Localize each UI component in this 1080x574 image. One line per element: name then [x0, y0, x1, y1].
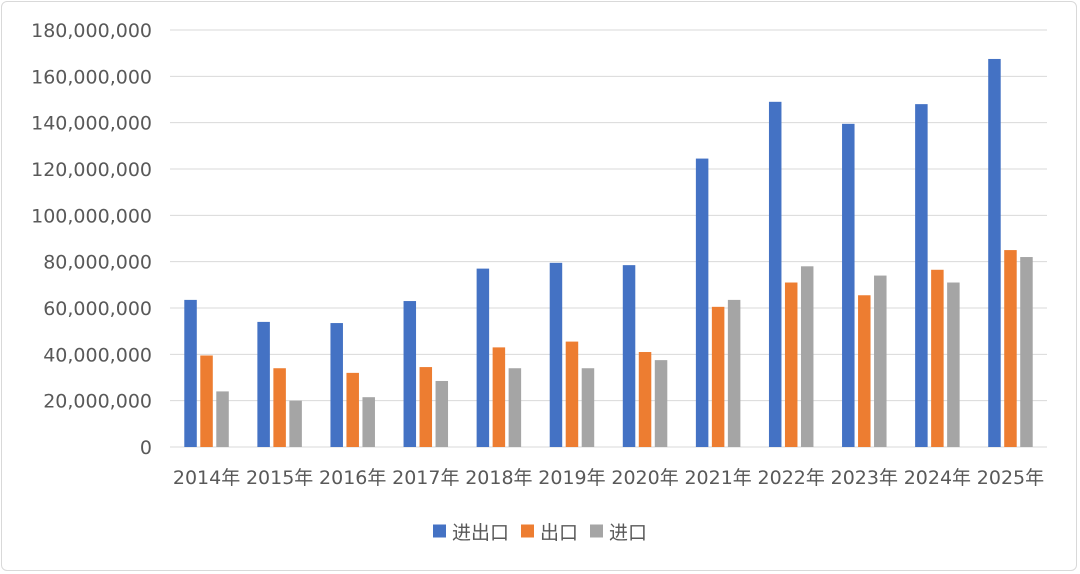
bar: [622, 265, 636, 447]
y-tick-label: 100,000,000: [31, 205, 152, 227]
bar: [200, 355, 213, 447]
bar: [1020, 257, 1033, 447]
legend-swatch: [433, 524, 446, 538]
bar: [362, 397, 375, 447]
bar: [565, 341, 579, 447]
bar: [289, 400, 302, 447]
bar: [184, 299, 197, 447]
bar: [654, 360, 668, 447]
gridlines: [170, 29, 1047, 448]
x-tick-label: 2019年: [538, 467, 605, 489]
legend-label: 出口: [540, 522, 578, 544]
legend-label: 进口: [609, 522, 647, 544]
bar: [695, 158, 709, 447]
x-tick-label: 2023年: [831, 467, 898, 489]
legend-swatch: [590, 524, 603, 538]
bar: [931, 269, 944, 447]
bar: [257, 321, 270, 447]
y-tick-label: 80,000,000: [43, 252, 152, 274]
bar: [711, 306, 725, 447]
bar: [784, 282, 798, 447]
y-tick-label: 0: [140, 437, 152, 459]
bar: [549, 262, 563, 447]
bar: [858, 295, 871, 447]
bar: [476, 268, 490, 447]
x-tick-label: 2020年: [611, 467, 678, 489]
y-tick-label: 140,000,000: [31, 113, 152, 135]
legend-swatch: [521, 524, 534, 538]
bar: [638, 352, 652, 447]
bar: [492, 347, 506, 447]
bar: [346, 372, 359, 447]
bar: [874, 275, 887, 447]
y-tick-label: 160,000,000: [31, 66, 152, 88]
bar: [216, 391, 229, 447]
bar: [727, 299, 741, 447]
y-tick-label: 20,000,000: [43, 391, 152, 413]
bar: [273, 368, 286, 447]
x-tick-label: 2015年: [246, 467, 313, 489]
bar: [947, 282, 960, 447]
bar: [508, 368, 522, 447]
x-tick-label: 2022年: [758, 467, 825, 489]
x-tick-label: 2017年: [392, 467, 459, 489]
bars: [184, 58, 1033, 448]
bar: [419, 367, 433, 447]
bar: [403, 301, 417, 447]
x-tick-label: 2016年: [319, 467, 386, 489]
x-tick-label: 2018年: [465, 467, 532, 489]
y-tick-label: 180,000,000: [31, 20, 152, 42]
x-tick-label: 2025年: [977, 467, 1044, 489]
bar: [435, 380, 449, 447]
x-tick-label: 2014年: [173, 467, 240, 489]
y-tick-label: 40,000,000: [43, 344, 152, 366]
bar: [842, 123, 855, 447]
bar: [800, 266, 814, 447]
bar: [1004, 250, 1017, 447]
bar: [330, 323, 343, 447]
legend: 进出口 出口 进口: [433, 522, 647, 544]
bar: [581, 368, 595, 447]
bar: [915, 104, 928, 447]
x-axis-ticks: 2014年 2015年 2016年 2017年 2018年 2019年 2020年 2021年…: [173, 467, 1044, 489]
y-tick-label: 120,000,000: [31, 159, 152, 181]
x-tick-label: 2021年: [684, 467, 751, 489]
bar: [988, 58, 1001, 447]
y-tick-label: 60,000,000: [43, 298, 152, 320]
legend-label: 进出口: [452, 522, 509, 544]
y-axis-ticks: 0 20,000,000 40,000,000 60,000,000 80,000,00…: [31, 20, 152, 459]
x-tick-label: 2024年: [904, 467, 971, 489]
bar: [768, 101, 782, 448]
